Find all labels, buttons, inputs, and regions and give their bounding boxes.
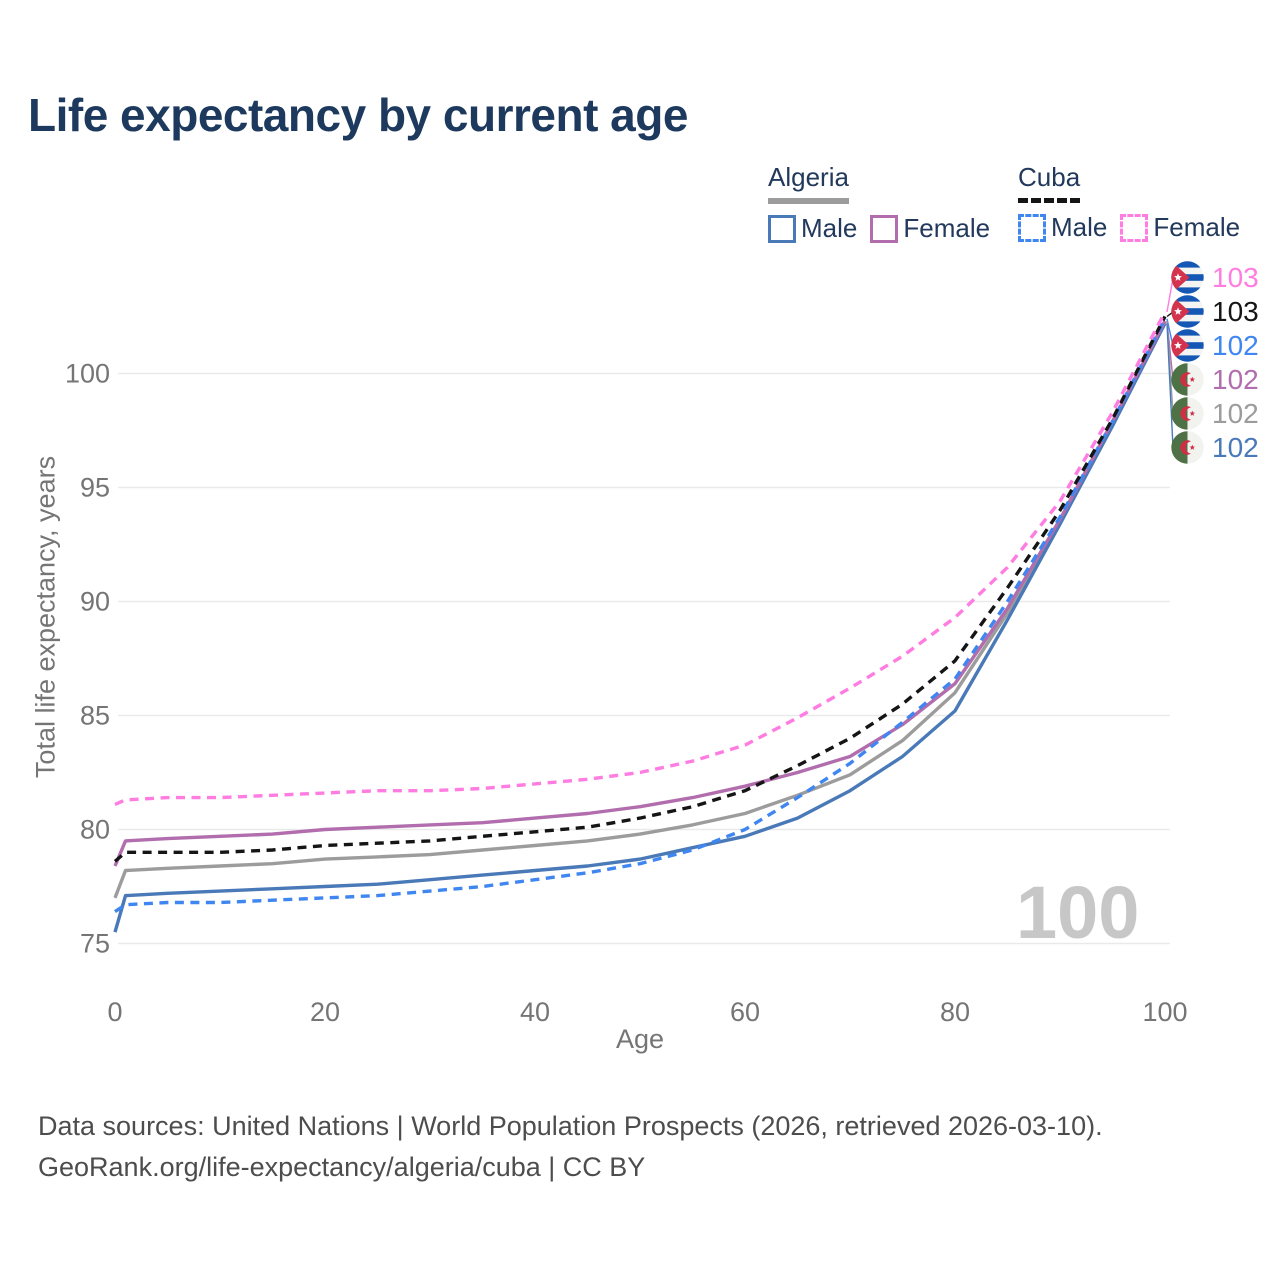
cuba-flag-icon xyxy=(1171,329,1204,362)
footer-source-line: Data sources: United Nations | World Pop… xyxy=(38,1111,1103,1141)
y-tick-label: 95 xyxy=(80,473,110,503)
end-value-label: 102 xyxy=(1212,364,1259,395)
series-line-cuba-total[interactable] xyxy=(113,315,1167,863)
series-line-algeria-male[interactable] xyxy=(113,322,1167,933)
y-tick-label: 80 xyxy=(80,815,110,845)
legend-label-algeria-female[interactable]: Female xyxy=(903,213,991,243)
series-line-cuba-male[interactable] xyxy=(114,318,1167,914)
series-line-cuba-female[interactable] xyxy=(114,311,1167,806)
cuba-flag-icon xyxy=(1171,261,1204,294)
end-label-row-cuba-male: 102 xyxy=(1171,329,1259,362)
legend-country-cuba[interactable]: Cuba xyxy=(1018,162,1081,203)
cuba-flag-icon xyxy=(1171,295,1204,328)
end-value-label: 103 xyxy=(1212,262,1259,293)
end-value-label: 102 xyxy=(1212,330,1259,361)
legend-label-cuba-female[interactable]: Female xyxy=(1153,212,1241,242)
y-axis-title: Total life expectancy, years xyxy=(30,455,61,779)
x-tick-label: 40 xyxy=(520,997,550,1027)
legend-country-algeria[interactable]: Algeria xyxy=(768,162,849,204)
series-line-algeria-female[interactable] xyxy=(113,320,1167,867)
legend-label-cuba-male[interactable]: Male xyxy=(1051,212,1108,242)
x-tick-label: 100 xyxy=(1142,997,1187,1027)
legend-swatch-cuba-male[interactable] xyxy=(1018,213,1046,242)
end-value-label: 102 xyxy=(1212,432,1259,463)
algeria-flag-icon xyxy=(1171,397,1204,430)
chart-title: Life expectancy by current age xyxy=(28,89,688,141)
series-line-algeria-total[interactable] xyxy=(113,320,1167,899)
x-axis-title: Age xyxy=(615,1024,665,1054)
y-tick-label: 85 xyxy=(80,701,110,731)
algeria-flag-icon xyxy=(1171,431,1204,464)
end-label-row-algeria-male: 102 xyxy=(1171,431,1259,464)
end-label-row-algeria-total: 102 xyxy=(1171,397,1259,430)
legend-group-cuba: Cuba Male Female xyxy=(1018,162,1253,243)
y-tick-label: 100 xyxy=(65,359,110,389)
x-tick-label: 60 xyxy=(730,997,760,1027)
algeria-flag-icon xyxy=(1171,363,1204,396)
legend-swatch-cuba-female[interactable] xyxy=(1120,213,1149,242)
end-value-label: 103 xyxy=(1212,296,1259,327)
legend-group-algeria: Algeria Male Female xyxy=(768,162,1003,244)
legend-swatch-algeria-female[interactable] xyxy=(870,214,899,243)
legend-label-algeria-male[interactable]: Male xyxy=(801,213,858,243)
x-tick-label: 80 xyxy=(940,997,970,1027)
x-tick-label: 20 xyxy=(310,997,340,1027)
age-watermark: 100 xyxy=(1016,871,1140,954)
footer: Data sources: United Nations | World Pop… xyxy=(38,1106,1103,1188)
end-value-label: 102 xyxy=(1212,398,1259,429)
end-label-row-cuba-total: 103 xyxy=(1171,295,1259,328)
y-tick-label: 90 xyxy=(80,587,110,617)
footer-license-line[interactable]: GeoRank.org/life-expectancy/algeria/cuba… xyxy=(38,1152,646,1182)
end-label-row-algeria-female: 102 xyxy=(1171,363,1259,396)
end-label-row-cuba-female: 103 xyxy=(1171,261,1259,294)
x-tick-label: 0 xyxy=(107,997,122,1027)
y-tick-label: 75 xyxy=(80,929,110,959)
legend-swatch-algeria-male[interactable] xyxy=(768,214,796,243)
